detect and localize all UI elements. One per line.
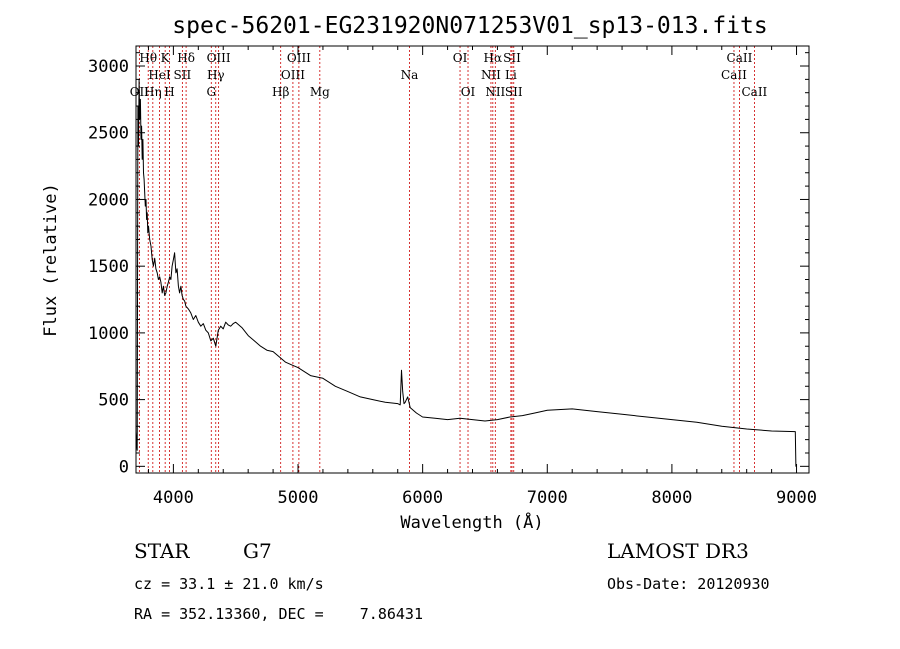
y-tick-label: 2000 [88, 190, 129, 210]
object-class: STAR [134, 539, 190, 563]
y-tick-label: 1500 [88, 257, 129, 277]
obs-date: Obs-Date: 20120930 [607, 575, 770, 593]
emission-line-label: Hγ [207, 68, 225, 82]
object-subclass: G7 [243, 539, 272, 563]
emission-line-label: OIII [281, 68, 305, 82]
x-axis: 4000 5000 6000 7000 8000 9000 [147, 46, 817, 508]
emission-line-label: HeI [148, 68, 171, 82]
spectrum-series [135, 78, 797, 467]
emission-line-label: CaII [721, 68, 747, 82]
y-tick-label: 0 [119, 457, 129, 477]
emission-line-label: NII [485, 85, 505, 99]
emission-line-markers: OIIHθHηHeIKHSIIHδGHγOIIIHβOIIIOIIIMgNaOI… [130, 46, 768, 473]
plot-frame [135, 45, 810, 474]
emission-line-label: G [206, 85, 216, 99]
emission-line-label: NII [481, 68, 501, 82]
emission-line-label: Na [401, 68, 419, 82]
x-tick-label: 6000 [402, 488, 443, 508]
x-axis-label: Wavelength (Å) [400, 511, 543, 533]
emission-line-label: Hδ [177, 51, 195, 65]
emission-line-label: OIII [287, 51, 311, 65]
emission-line-label: SII [174, 68, 192, 82]
emission-line-label: OI [461, 85, 476, 99]
emission-line-label: CaII [741, 85, 767, 99]
emission-line-label: Hθ [139, 51, 157, 65]
emission-line-label: K [161, 51, 171, 65]
y-tick-label: 500 [98, 391, 129, 411]
spectrum-line [135, 78, 797, 467]
coordinates: RA = 352.13360, DEC = 7.86431 [134, 605, 423, 623]
x-tick-label: 4000 [153, 488, 194, 508]
emission-line-label: Li [505, 68, 517, 82]
emission-line-label: CaII [727, 51, 753, 65]
x-tick-label: 9000 [776, 488, 817, 508]
chart-title: spec-56201-EG231920N071253V01_sp13-013.f… [172, 13, 767, 39]
emission-line-label: Hη [144, 85, 162, 99]
redshift-readout: cz = 33.1 ± 21.0 km/s [134, 575, 324, 593]
emission-line-label: OIII [207, 51, 231, 65]
y-tick-label: 1000 [88, 324, 129, 344]
x-tick-label: 8000 [651, 488, 692, 508]
emission-line-label: Hβ [272, 85, 289, 99]
x-tick-label: 5000 [278, 488, 319, 508]
emission-line-label: H [164, 85, 174, 99]
y-axis: 0 500 1000 1500 2000 2500 3000 [88, 52, 809, 477]
emission-line-label: SII [505, 85, 523, 99]
emission-line-label: OI [453, 51, 468, 65]
survey-name: LAMOST DR3 [607, 539, 749, 563]
y-tick-label: 3000 [88, 57, 129, 77]
y-axis-label: Flux (relative) [41, 183, 61, 337]
x-tick-label: 7000 [527, 488, 568, 508]
emission-line-label: Hα [484, 51, 503, 65]
emission-line-label: SII [503, 51, 521, 65]
y-tick-label: 2500 [88, 124, 129, 144]
emission-line-label: Mg [310, 85, 330, 99]
